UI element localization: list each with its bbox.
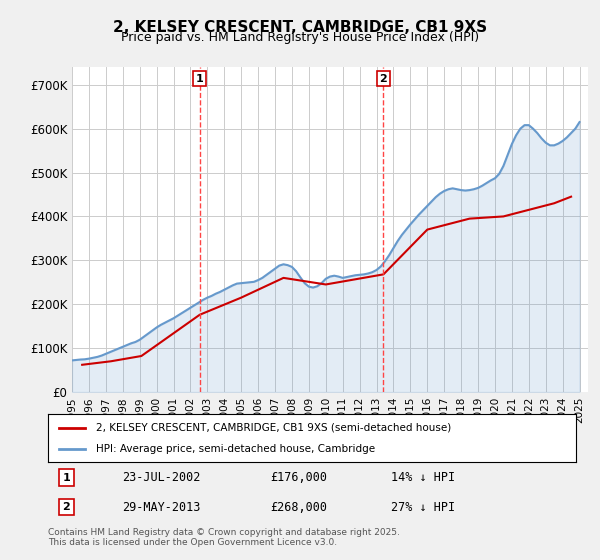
Text: 23-JUL-2002: 23-JUL-2002 [122, 471, 200, 484]
Text: 2, KELSEY CRESCENT, CAMBRIDGE, CB1 9XS (semi-detached house): 2, KELSEY CRESCENT, CAMBRIDGE, CB1 9XS (… [95, 423, 451, 433]
Text: 1: 1 [62, 473, 70, 483]
Text: HPI: Average price, semi-detached house, Cambridge: HPI: Average price, semi-detached house,… [95, 444, 374, 454]
Text: £176,000: £176,000 [270, 471, 327, 484]
Text: 2: 2 [62, 502, 70, 512]
Text: 14% ↓ HPI: 14% ↓ HPI [391, 471, 455, 484]
Text: 27% ↓ HPI: 27% ↓ HPI [391, 501, 455, 514]
Text: £268,000: £268,000 [270, 501, 327, 514]
Text: Price paid vs. HM Land Registry's House Price Index (HPI): Price paid vs. HM Land Registry's House … [121, 31, 479, 44]
Text: 29-MAY-2013: 29-MAY-2013 [122, 501, 200, 514]
Text: Contains HM Land Registry data © Crown copyright and database right 2025.
This d: Contains HM Land Registry data © Crown c… [48, 528, 400, 547]
Text: 1: 1 [196, 73, 203, 83]
Text: 2: 2 [380, 73, 388, 83]
Text: 2, KELSEY CRESCENT, CAMBRIDGE, CB1 9XS: 2, KELSEY CRESCENT, CAMBRIDGE, CB1 9XS [113, 20, 487, 35]
